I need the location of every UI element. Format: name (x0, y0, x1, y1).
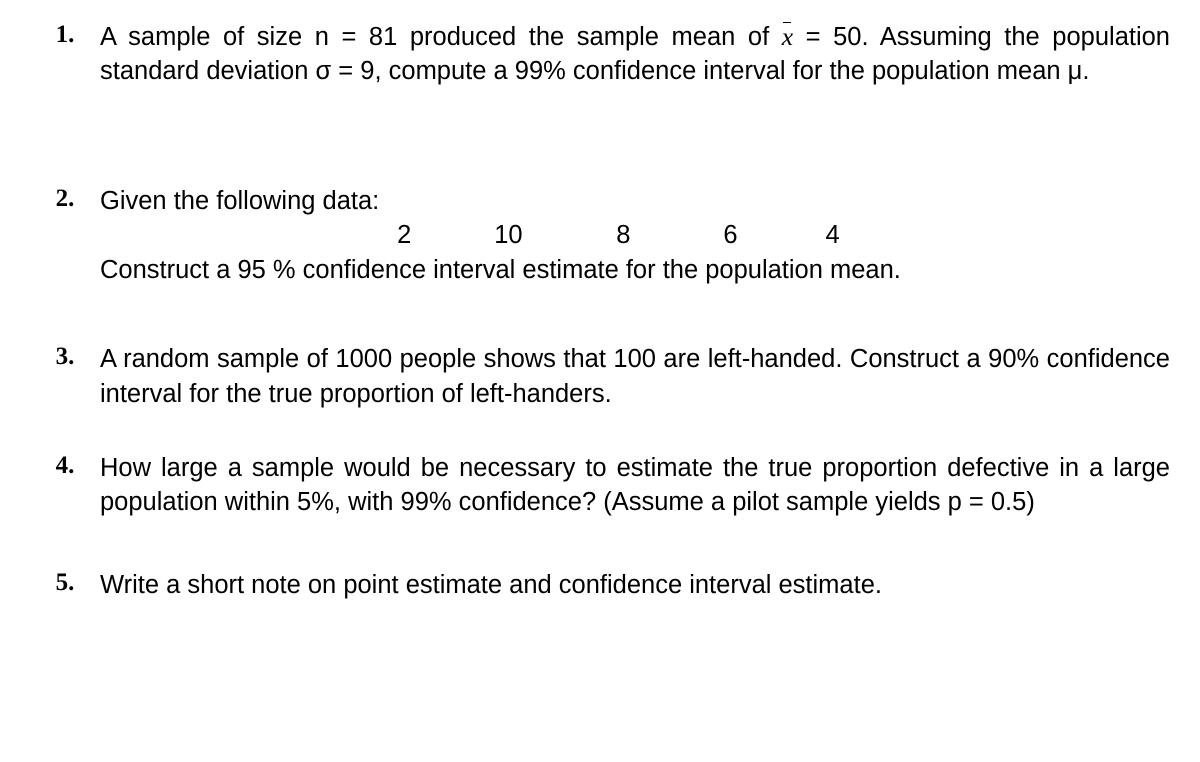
question-number: 1. (30, 20, 100, 49)
question-1: 1. A sample of size n = 81 produced the … (30, 20, 1170, 89)
question-number: 5. (30, 568, 100, 597)
question-3: 3. A random sample of 1000 people shows … (30, 342, 1170, 411)
question-body: How large a sample would be necessary to… (100, 451, 1170, 520)
q2-line1: Given the following data: (100, 184, 1170, 218)
question-number: 3. (30, 342, 100, 371)
page-container: 1. A sample of size n = 81 produced the … (0, 0, 1200, 762)
question-number: 4. (30, 451, 100, 480)
data-value: 2 (397, 218, 487, 252)
question-5: 5. Write a short note on point estimate … (30, 568, 1170, 602)
q2-line3: Construct a 95 % confidence interval est… (100, 253, 1170, 287)
question-2: 2. Given the following data: 2 10 8 6 4 … (30, 184, 1170, 287)
data-value: 10 (494, 218, 609, 252)
question-body: A sample of size n = 81 produced the sam… (100, 20, 1170, 89)
question-body: A random sample of 1000 people shows tha… (100, 342, 1170, 411)
question-number: 2. (30, 184, 100, 213)
data-value: 6 (723, 218, 818, 252)
data-value: 8 (616, 218, 716, 252)
x-bar-symbol: x (782, 20, 793, 54)
question-body: Given the following data: 2 10 8 6 4 Con… (100, 184, 1170, 287)
question-body: Write a short note on point estimate and… (100, 568, 1170, 602)
q2-data-row: 2 10 8 6 4 (100, 218, 1170, 252)
question-4: 4. How large a sample would be necessary… (30, 451, 1170, 520)
q1-text-pre: A sample of size n = 81 produced the sam… (100, 23, 782, 51)
data-value: 4 (825, 218, 839, 252)
